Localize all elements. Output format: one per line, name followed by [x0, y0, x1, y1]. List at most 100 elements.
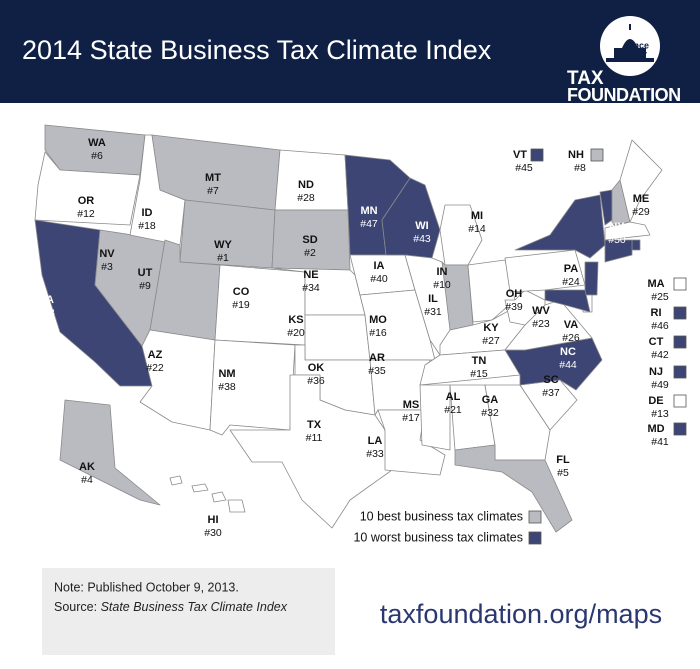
state-abbr: IN — [437, 266, 448, 278]
state-rank: #12 — [77, 208, 95, 220]
logo-year: 1937 — [627, 50, 647, 60]
source-title: State Business Tax Climate Index — [101, 600, 288, 614]
state-abbr: NC — [560, 346, 576, 358]
state-abbr: NH — [568, 149, 584, 161]
state — [504, 289, 546, 326]
state-swatch — [673, 335, 687, 349]
state-rank: #14 — [468, 223, 486, 235]
state-rank: #27 — [482, 335, 500, 347]
state-abbr: LA — [368, 435, 383, 447]
state-abbr: PA — [564, 263, 579, 275]
state-abbr: AZ — [148, 349, 163, 361]
state-rank: #17 — [402, 412, 420, 424]
state-rank: #25 — [651, 291, 669, 303]
state-abbr: SC — [543, 374, 558, 386]
state-abbr: OR — [78, 195, 95, 207]
state-rank: #35 — [368, 365, 386, 377]
state-abbr: CO — [233, 286, 250, 298]
title: 2014 State Business Tax Climate Index — [22, 35, 492, 65]
state-abbr: OH — [506, 288, 523, 300]
legend-label: 10 best business tax climates — [360, 509, 523, 523]
state-abbr: DE — [648, 395, 663, 407]
state-abbr: KS — [288, 314, 303, 326]
state-abbr: VA — [564, 319, 579, 331]
state-abbr: NY — [609, 221, 625, 233]
state-rank: #39 — [505, 301, 523, 313]
state-rank: #20 — [287, 327, 305, 339]
state-abbr: NE — [303, 269, 318, 281]
state-abbr: FL — [556, 454, 570, 466]
state-swatch — [673, 277, 687, 291]
state-rank: #8 — [574, 162, 586, 174]
state-abbr: IL — [428, 293, 438, 305]
state-rank: #31 — [424, 306, 442, 318]
url: taxfoundation.org/maps — [380, 599, 662, 629]
state — [229, 374, 393, 529]
state-rank: #47 — [360, 218, 378, 230]
state — [419, 384, 451, 451]
state-rank: #7 — [207, 185, 219, 197]
state-rank: #48 — [37, 307, 55, 319]
state-abbr: CA — [38, 294, 54, 306]
state-rank: #1 — [217, 252, 229, 264]
state-rank: #42 — [651, 349, 669, 361]
legend-swatch — [528, 510, 542, 524]
state-rank: #16 — [369, 327, 387, 339]
state-abbr: AL — [446, 391, 461, 403]
state-abbr: ND — [298, 179, 314, 191]
state-abbr: MI — [471, 210, 483, 222]
state-rank: #33 — [366, 448, 384, 460]
state-abbr: MT — [205, 172, 221, 184]
state-rank: #3 — [101, 261, 113, 273]
state — [604, 239, 633, 263]
state-abbr: NJ — [649, 366, 663, 378]
state-rank: #36 — [307, 375, 325, 387]
state-abbr: SD — [302, 234, 317, 246]
states — [34, 124, 663, 533]
state-abbr: WY — [214, 239, 232, 251]
state — [304, 314, 371, 361]
legend-label: 10 worst business tax climates — [353, 530, 523, 544]
state — [139, 329, 216, 431]
source-prefix: Source: — [54, 600, 101, 614]
logo-capitol — [606, 24, 654, 62]
state-rank: #13 — [651, 408, 669, 420]
logo: Since 1937 TAX FOUNDATION — [567, 16, 681, 105]
state-rank: #37 — [542, 387, 560, 399]
state — [514, 194, 606, 259]
logo-foundation: FOUNDATION — [567, 85, 681, 105]
state-abbr: HI — [208, 514, 219, 526]
state-abbr: MD — [647, 423, 664, 435]
state — [59, 399, 161, 506]
state-abbr: MS — [403, 399, 420, 411]
state-rank: #5 — [557, 467, 569, 479]
state-abbr: RI — [651, 307, 662, 319]
state-rank: #11 — [306, 432, 323, 444]
state-swatch — [673, 394, 687, 408]
state — [169, 475, 246, 513]
state-rank: #24 — [562, 276, 580, 288]
state-rank: #29 — [632, 206, 650, 218]
state-rank: #23 — [532, 318, 550, 330]
state — [631, 239, 641, 251]
state — [34, 151, 141, 226]
state-abbr: IA — [374, 260, 385, 272]
state-rank: #50 — [608, 234, 626, 246]
state-rank: #9 — [139, 280, 151, 292]
state-swatch — [673, 365, 687, 379]
state-abbr: MA — [647, 278, 664, 290]
state — [544, 289, 591, 313]
state-rank: #32 — [481, 407, 499, 419]
state-rank: #30 — [204, 527, 222, 539]
state-abbr: AR — [369, 352, 385, 364]
source: Source: State Business Tax Climate Index — [54, 600, 288, 614]
state-rank: #6 — [91, 150, 103, 162]
state-abbr: ID — [142, 207, 153, 219]
state-rank: #15 — [470, 368, 488, 380]
state-rank: #22 — [146, 362, 164, 374]
note: Note: Published October 9, 2013. — [54, 580, 239, 594]
state-abbr: ME — [633, 193, 650, 205]
state-abbr: NM — [218, 368, 235, 380]
state-rank: #43 — [413, 233, 431, 245]
legend-swatch — [528, 531, 542, 545]
